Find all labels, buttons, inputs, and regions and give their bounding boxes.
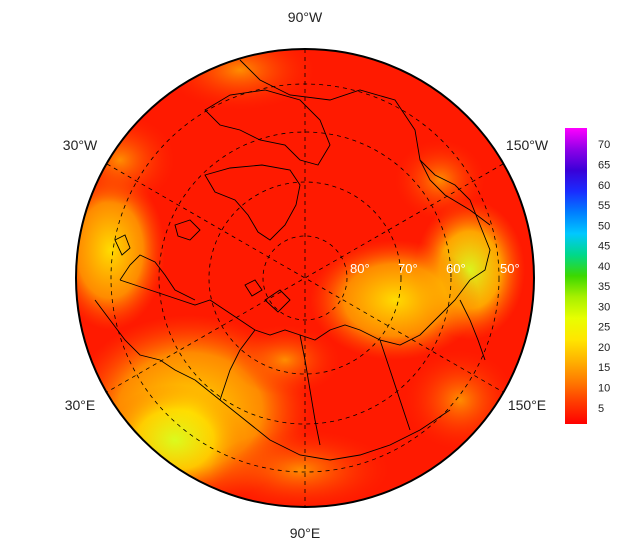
field-hotspot [76,115,175,205]
latitude-label-80: 80° [350,261,370,276]
field-hotspot [395,140,485,220]
colorbar-ticks: 5 10 15 20 25 30 35 40 45 50 55 60 65 70 [598,139,610,415]
svalbard [244,279,263,297]
parallel-80 [262,235,348,321]
asia-interior-border [194,379,451,461]
latitude-label-60: 60° [446,261,466,276]
colorbar-tick-label: 70 [598,139,610,151]
uk-ireland [114,234,131,256]
colorbar-tick-label: 20 [598,342,610,354]
longitude-label-lower-right: 150°E [508,397,546,413]
colorbar-tick-label: 45 [598,241,610,253]
longitude-label-upper-left: 30°W [63,137,98,153]
colorbar-tick-label: 10 [598,383,610,395]
colorbar: 5 10 15 20 25 30 35 40 45 50 55 60 65 70 [565,128,610,424]
colorbar-tick-label: 5 [598,403,604,415]
colorbar-tick-label: 50 [598,220,610,232]
eurasia-coast [119,279,256,331]
asia-border-3 [379,339,411,431]
colorbar-tick-label: 30 [598,301,610,313]
parallel-70 [208,181,402,375]
japan-kamchatka [459,299,486,361]
colorbar-tick-label: 40 [598,261,610,273]
graticule [106,49,504,507]
colorbar-tick-label: 60 [598,180,610,192]
longitude-label-bottom: 90°E [290,525,321,541]
longitude-label-upper-right: 150°W [506,137,549,153]
colorbar-tick-label: 55 [598,200,610,212]
asia-border-4 [219,329,256,401]
siberia-coast [254,279,471,346]
greenland-coast [204,164,301,241]
coastlines [94,59,491,461]
north-america-coast [239,59,491,226]
longitude-label-top: 90°W [288,9,323,25]
colorbar-scale [565,128,587,424]
longitude-label-lower-left: 30°E [65,397,96,413]
parallel-60 [158,131,452,425]
colorbar-tick-label: 35 [598,281,610,293]
map-frame [75,48,535,508]
colorbar-tick-label: 65 [598,159,610,171]
novaya-zemlya [264,289,291,313]
iceland [174,219,201,241]
alaska-coast [419,159,491,281]
latitude-label-70: 70° [398,261,418,276]
colorbar-tick-label: 25 [598,322,610,334]
field-hotspot [310,240,480,360]
data-field [76,49,534,507]
latitude-label-50: 50° [500,261,520,276]
canadian-archipelago [204,89,331,166]
field-hotspot [230,325,340,395]
colorbar-tick-label: 15 [598,362,610,374]
asia-border-2 [299,334,321,446]
europe-coast [94,299,196,381]
field-hotspot [210,430,390,507]
scandinavia-coast [119,254,196,301]
